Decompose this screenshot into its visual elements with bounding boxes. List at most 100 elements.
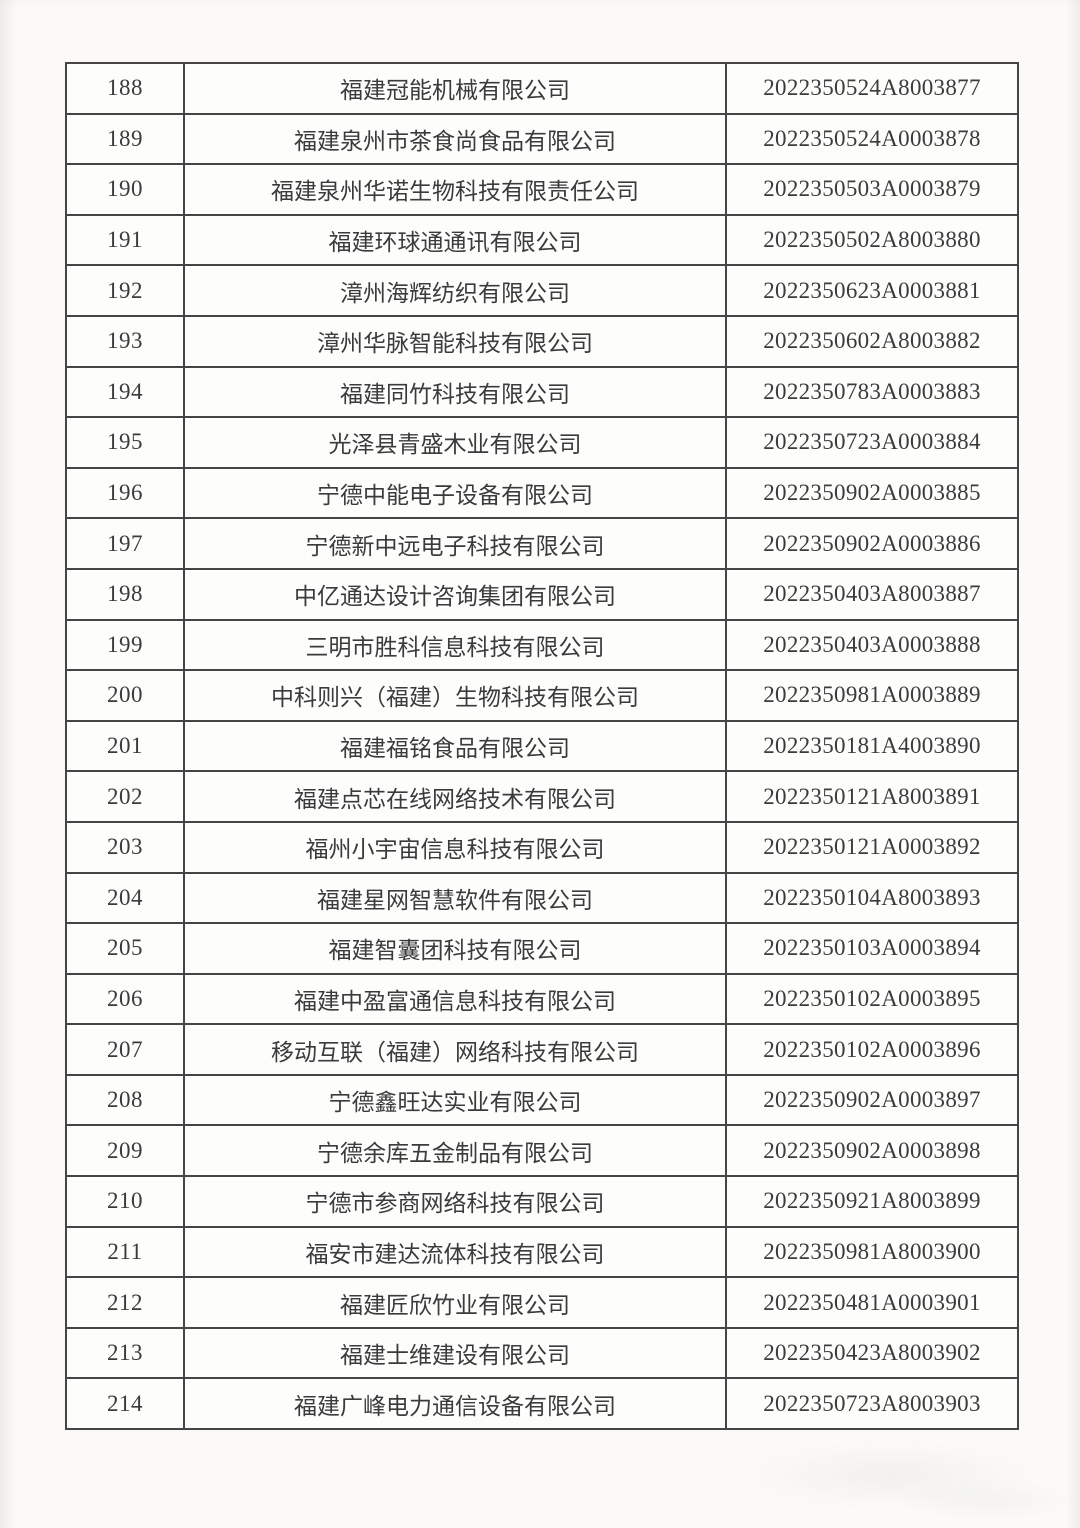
row-number-cell: 210 [65,1175,185,1228]
row-number-cell: 196 [65,466,185,520]
table-row: 192 漳州海辉纺织有限公司 2022350623A0003881 [65,264,1019,317]
table-row: 205 福建智囊团科技有限公司 2022350103A0003894 [65,922,1019,975]
registration-code-cell: 2022350902A0003885 [725,466,1019,520]
table-row: 213 福建士维建设有限公司 2022350423A8003902 [65,1326,1019,1380]
table-row: 214 福建广峰电力通信设备有限公司 2022350723A8003903 [65,1377,1019,1431]
registration-code-cell: 2022350524A0003878 [725,112,1019,166]
table-row: 195 光泽县青盛木业有限公司 2022350723A0003884 [65,416,1019,469]
row-number-cell: 201 [65,719,185,773]
table-row: 206 福建中盈富通信息科技有限公司 2022350102A0003895 [65,972,1019,1026]
row-number-cell: 203 [65,820,185,874]
company-name-cell: 宁德市参商网络科技有限公司 [183,1175,727,1228]
row-number-cell: 200 [65,669,185,722]
company-name-cell: 宁德鑫旺达实业有限公司 [183,1073,727,1127]
company-name-cell: 福建冠能机械有限公司 [183,62,727,115]
table-row: 199 三明市胜科信息科技有限公司 2022350403A0003888 [65,618,1019,672]
row-number-cell: 191 [65,213,185,267]
row-number-cell: 207 [65,1023,185,1076]
table-row: 189 福建泉州市茶食尚食品有限公司 2022350524A0003878 [65,112,1019,166]
registration-code-cell: 2022350102A0003895 [725,972,1019,1026]
row-number-cell: 195 [65,416,185,469]
row-number-cell: 199 [65,618,185,672]
registration-code-cell: 2022350723A8003903 [725,1377,1019,1431]
company-name-cell: 移动互联（福建）网络科技有限公司 [183,1023,727,1076]
table-row: 190 福建泉州华诺生物科技有限责任公司 2022350503A0003879 [65,163,1019,216]
registration-code-cell: 2022350902A0003886 [725,517,1019,570]
row-number-cell: 212 [65,1276,185,1329]
registration-code-cell: 2022350121A0003892 [725,820,1019,874]
row-number-cell: 213 [65,1326,185,1380]
company-name-cell: 宁德中能电子设备有限公司 [183,466,727,520]
company-name-cell: 福安市建达流体科技有限公司 [183,1225,727,1279]
table-row: 208 宁德鑫旺达实业有限公司 2022350902A0003897 [65,1073,1019,1127]
registration-code-cell: 2022350481A0003901 [725,1276,1019,1329]
row-number-cell: 197 [65,517,185,570]
company-name-cell: 福建同竹科技有限公司 [183,365,727,419]
registration-code-cell: 2022350623A0003881 [725,264,1019,317]
table-row: 196 宁德中能电子设备有限公司 2022350902A0003885 [65,466,1019,520]
table-row: 191 福建环球通通讯有限公司 2022350502A8003880 [65,213,1019,267]
registration-code-cell: 2022350423A8003902 [725,1326,1019,1380]
registration-code-cell: 2022350783A0003883 [725,365,1019,419]
registration-code-cell: 2022350723A0003884 [725,416,1019,469]
company-name-cell: 宁德余库五金制品有限公司 [183,1124,727,1178]
company-name-cell: 福建中盈富通信息科技有限公司 [183,972,727,1026]
registration-code-cell: 2022350524A8003877 [725,62,1019,115]
registration-code-cell: 2022350104A8003893 [725,871,1019,925]
row-number-cell: 192 [65,264,185,317]
table-row: 203 福州小宇宙信息科技有限公司 2022350121A0003892 [65,820,1019,874]
registration-code-cell: 2022350902A0003898 [725,1124,1019,1178]
table-row: 188 福建冠能机械有限公司 2022350524A8003877 [65,62,1019,115]
table-row: 194 福建同竹科技有限公司 2022350783A0003883 [65,365,1019,419]
table-row: 204 福建星网智慧软件有限公司 2022350104A8003893 [65,871,1019,925]
company-name-cell: 福建匠欣竹业有限公司 [183,1276,727,1329]
table-row: 210 宁德市参商网络科技有限公司 2022350921A8003899 [65,1175,1019,1228]
row-number-cell: 189 [65,112,185,166]
table-row: 197 宁德新中远电子科技有限公司 2022350902A0003886 [65,517,1019,570]
registration-code-cell: 2022350121A8003891 [725,770,1019,823]
row-number-cell: 188 [65,62,185,115]
table-row: 211 福安市建达流体科技有限公司 2022350981A8003900 [65,1225,1019,1279]
company-name-cell: 福建点芯在线网络技术有限公司 [183,770,727,823]
row-number-cell: 211 [65,1225,185,1279]
registration-code-cell: 2022350181A4003890 [725,719,1019,773]
registration-code-cell: 2022350981A8003900 [725,1225,1019,1279]
company-name-cell: 福建星网智慧软件有限公司 [183,871,727,925]
table-row: 209 宁德余库五金制品有限公司 2022350902A0003898 [65,1124,1019,1178]
row-number-cell: 214 [65,1377,185,1431]
row-number-cell: 209 [65,1124,185,1178]
row-number-cell: 205 [65,922,185,975]
registration-code-cell: 2022350602A8003882 [725,314,1019,368]
registration-code-cell: 2022350502A8003880 [725,213,1019,267]
table-row: 200 中科则兴（福建）生物科技有限公司 2022350981A0003889 [65,669,1019,722]
registration-code-cell: 2022350902A0003897 [725,1073,1019,1127]
company-name-cell: 漳州华脉智能科技有限公司 [183,314,727,368]
table-body: 188 福建冠能机械有限公司 2022350524A8003877 189 福建泉州市茶… [65,62,1019,1431]
company-name-cell: 福建智囊团科技有限公司 [183,922,727,975]
registration-code-cell: 2022350103A0003894 [725,922,1019,975]
row-number-cell: 190 [65,163,185,216]
registration-code-cell: 2022350981A0003889 [725,669,1019,722]
scan-smudge [740,1440,1040,1510]
company-name-cell: 光泽县青盛木业有限公司 [183,416,727,469]
registration-code-cell: 2022350403A0003888 [725,618,1019,672]
registration-code-cell: 2022350102A0003896 [725,1023,1019,1076]
company-name-cell: 三明市胜科信息科技有限公司 [183,618,727,672]
row-number-cell: 206 [65,972,185,1026]
registration-code-cell: 2022350921A8003899 [725,1175,1019,1228]
company-name-cell: 福建士维建设有限公司 [183,1326,727,1380]
row-number-cell: 208 [65,1073,185,1127]
table-row: 207 移动互联（福建）网络科技有限公司 2022350102A0003896 [65,1023,1019,1076]
registration-code-cell: 2022350503A0003879 [725,163,1019,216]
table-row: 212 福建匠欣竹业有限公司 2022350481A0003901 [65,1276,1019,1329]
row-number-cell: 204 [65,871,185,925]
company-name-cell: 宁德新中远电子科技有限公司 [183,517,727,570]
company-name-cell: 中亿通达设计咨询集团有限公司 [183,567,727,621]
company-name-cell: 福建泉州市茶食尚食品有限公司 [183,112,727,166]
row-number-cell: 193 [65,314,185,368]
company-name-cell: 中科则兴（福建）生物科技有限公司 [183,669,727,722]
company-name-cell: 漳州海辉纺织有限公司 [183,264,727,317]
company-registration-table: 188 福建冠能机械有限公司 2022350524A8003877 189 福建泉州市茶… [65,62,1019,1431]
company-name-cell: 福州小宇宙信息科技有限公司 [183,820,727,874]
